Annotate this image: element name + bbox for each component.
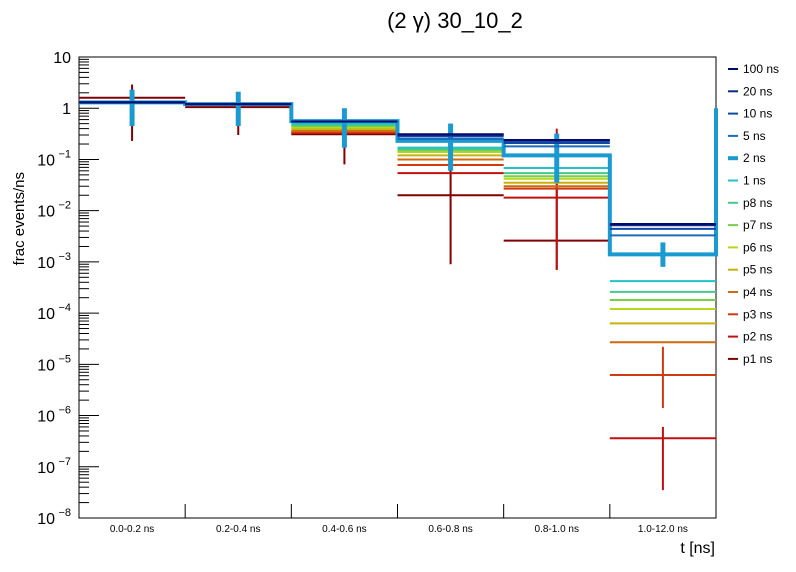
x-axis-label: t [ns] — [680, 540, 715, 557]
y-tick-label: 10 — [37, 306, 55, 323]
legend-label: p6 ns — [743, 240, 772, 254]
x-tick-label: 0.6-0.8 ns — [428, 524, 472, 535]
series-line — [79, 100, 718, 257]
y-tick-exponent: −4 — [58, 302, 71, 314]
legend-label: p2 ns — [743, 330, 772, 344]
y-tick-exponent: −6 — [58, 405, 71, 417]
legend-label: p8 ns — [743, 196, 772, 210]
y-tick-exponent: −7 — [58, 456, 71, 468]
y-tick-label: 10 — [53, 50, 71, 67]
y-tick-exponent: −2 — [58, 200, 71, 212]
legend-label: p3 ns — [743, 307, 772, 321]
legend-label: 100 ns — [743, 62, 779, 76]
y-tick-exponent: −5 — [58, 353, 71, 365]
y-tick-label: 10 — [37, 357, 55, 374]
y-tick-exponent: −8 — [58, 507, 71, 519]
y-tick-label: 10 — [37, 409, 55, 426]
y-tick-exponent: −3 — [58, 251, 71, 263]
x-tick-label: 0.0-0.2 ns — [110, 524, 154, 535]
series-line — [79, 101, 716, 225]
x-tick-label: 1.0-12.0 ns — [638, 524, 688, 535]
legend-label: 5 ns — [743, 129, 766, 143]
legend-label: 2 ns — [743, 151, 766, 165]
y-tick-label: 10 — [37, 511, 55, 528]
legend-label: 20 ns — [743, 84, 772, 98]
chart-title: (2 γ) 30_10_2 — [387, 8, 523, 33]
y-tick-label: 10 — [37, 204, 55, 221]
y-tick-label: 10 — [37, 255, 55, 272]
y-tick-label: 1 — [62, 101, 71, 118]
x-tick-label: 0.8-1.0 ns — [535, 524, 579, 535]
legend-label: p4 ns — [743, 285, 772, 299]
legend-label: p1 ns — [743, 352, 772, 366]
series-line — [79, 101, 716, 376]
legend-label: 1 ns — [743, 174, 766, 188]
x-tick-label: 0.2-0.4 ns — [216, 524, 260, 535]
legend-label: p5 ns — [743, 263, 772, 277]
y-tick-label: 10 — [37, 152, 55, 169]
y-axis-label: frac events/ns — [11, 172, 28, 265]
y-tick-exponent: −1 — [58, 148, 71, 160]
y-tick-label: 10 — [37, 460, 55, 477]
legend-label: p7 ns — [743, 218, 772, 232]
legend-label: 10 ns — [743, 107, 772, 121]
x-tick-label: 0.4-0.6 ns — [322, 524, 366, 535]
